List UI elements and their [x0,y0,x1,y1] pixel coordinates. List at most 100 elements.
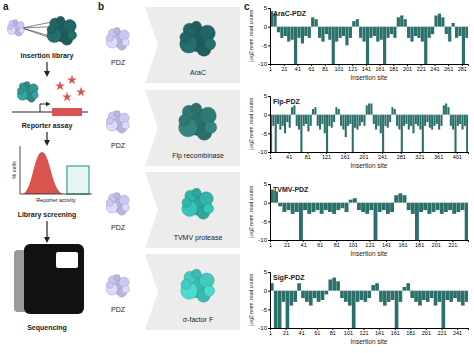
y-tick-mark [268,184,270,185]
x-axis: 121416181101121141161181201221241 [269,328,469,336]
x-tick: 321 [415,152,424,160]
y-tick-label: 5 [264,269,268,275]
bar [410,291,414,298]
bar [378,203,382,212]
y-tick-label: -5 [262,43,268,49]
bar [436,203,440,210]
sequencer-screen [56,252,78,268]
x-tick: 81 [334,240,340,248]
x-tick: 81 [330,328,336,336]
x-tick: 241 [430,64,439,72]
y-tick: -10 [258,149,270,155]
pdz-icon-part [119,195,129,205]
x-tick-label: 261 [444,66,453,72]
bar [373,115,375,124]
y-axis: -10 -5 0 5 [258,269,270,331]
pdz-icon-part [106,281,113,288]
protein-label: AraC [190,69,206,76]
bar [338,109,340,115]
signal-star [62,92,72,101]
bar [462,27,465,64]
bar [414,27,417,36]
bar [369,203,373,210]
x-tick: 41 [295,64,301,72]
bar [445,27,448,34]
y-axis-title: Log2 norm. read counts [248,185,254,238]
bar [407,27,410,38]
bar [301,291,305,298]
protein-label: Flp recombinase [172,152,224,160]
y-tick-label: -5 [262,307,268,313]
bar [431,115,433,130]
bar [434,291,438,306]
bar [353,198,357,202]
x-tick-label: 321 [415,154,424,160]
step-label: Sequencing [27,324,67,332]
y-tick-label: 0 [264,288,268,294]
x-tick: 221 [437,328,446,336]
bar [386,203,390,214]
y-tick: -5 [262,307,270,313]
x-tick-label: 21 [281,66,287,72]
bar [314,107,316,114]
bar [455,27,458,38]
y-tick: -10 [258,325,270,331]
bar [307,115,309,132]
bar [315,19,318,26]
target-icon-part [192,188,201,197]
x-tick-label: 141 [382,242,391,248]
y-tick-mark [268,96,270,97]
panel-label: b [98,1,104,12]
step-label: Reporter assay [22,122,73,130]
y-tick-mark [268,291,270,292]
x-tick-label: 161 [341,154,350,160]
y-tick: -10 [258,61,270,67]
y-tick-label: -10 [258,61,267,67]
bar [408,115,410,130]
bar [340,115,342,126]
y-axis-title: Log2 norm. read counts [248,97,254,150]
target-icon-part [203,203,213,213]
x-tick-label: 21 [284,242,290,248]
bars [270,190,468,240]
domain-label: PDZ [111,224,126,231]
x-tick-label: 141 [375,330,384,336]
x-tick-label: 181 [415,242,424,248]
bar [291,107,293,114]
bar [411,203,415,214]
bar [379,291,383,302]
y-tick-label: 0 [264,200,268,206]
bar [356,115,358,130]
bar [405,115,407,124]
x-tick-label: 1 [269,66,272,72]
bar [371,285,375,291]
bar [410,115,412,126]
chart-title: SigF-PDZ [273,274,305,282]
y-tick-mark [268,240,270,241]
domain-label: PDZ [111,142,126,149]
bar [383,27,386,64]
bar [356,19,359,26]
x-tick: 161 [376,64,385,72]
bar [377,115,379,126]
bar [368,103,370,114]
x-tick-label: 241 [378,154,387,160]
bar [403,115,405,126]
bar [277,27,280,33]
bar [399,291,403,302]
bar [415,115,417,124]
bar [450,115,452,126]
pdz-icon-part [122,204,129,211]
y-tick-label: 5 [264,93,268,99]
x-tick: 81 [322,64,328,72]
bar [272,115,274,126]
bar [440,115,442,126]
y-tick: 0 [264,288,270,294]
target-icon-part [191,21,201,31]
x-tick-label: 61 [317,242,323,248]
bar [449,291,453,302]
bar [419,115,421,130]
x-tick-label: 361 [434,154,443,160]
x-tick-label: 401 [453,154,462,160]
histogram-axes [20,146,92,194]
